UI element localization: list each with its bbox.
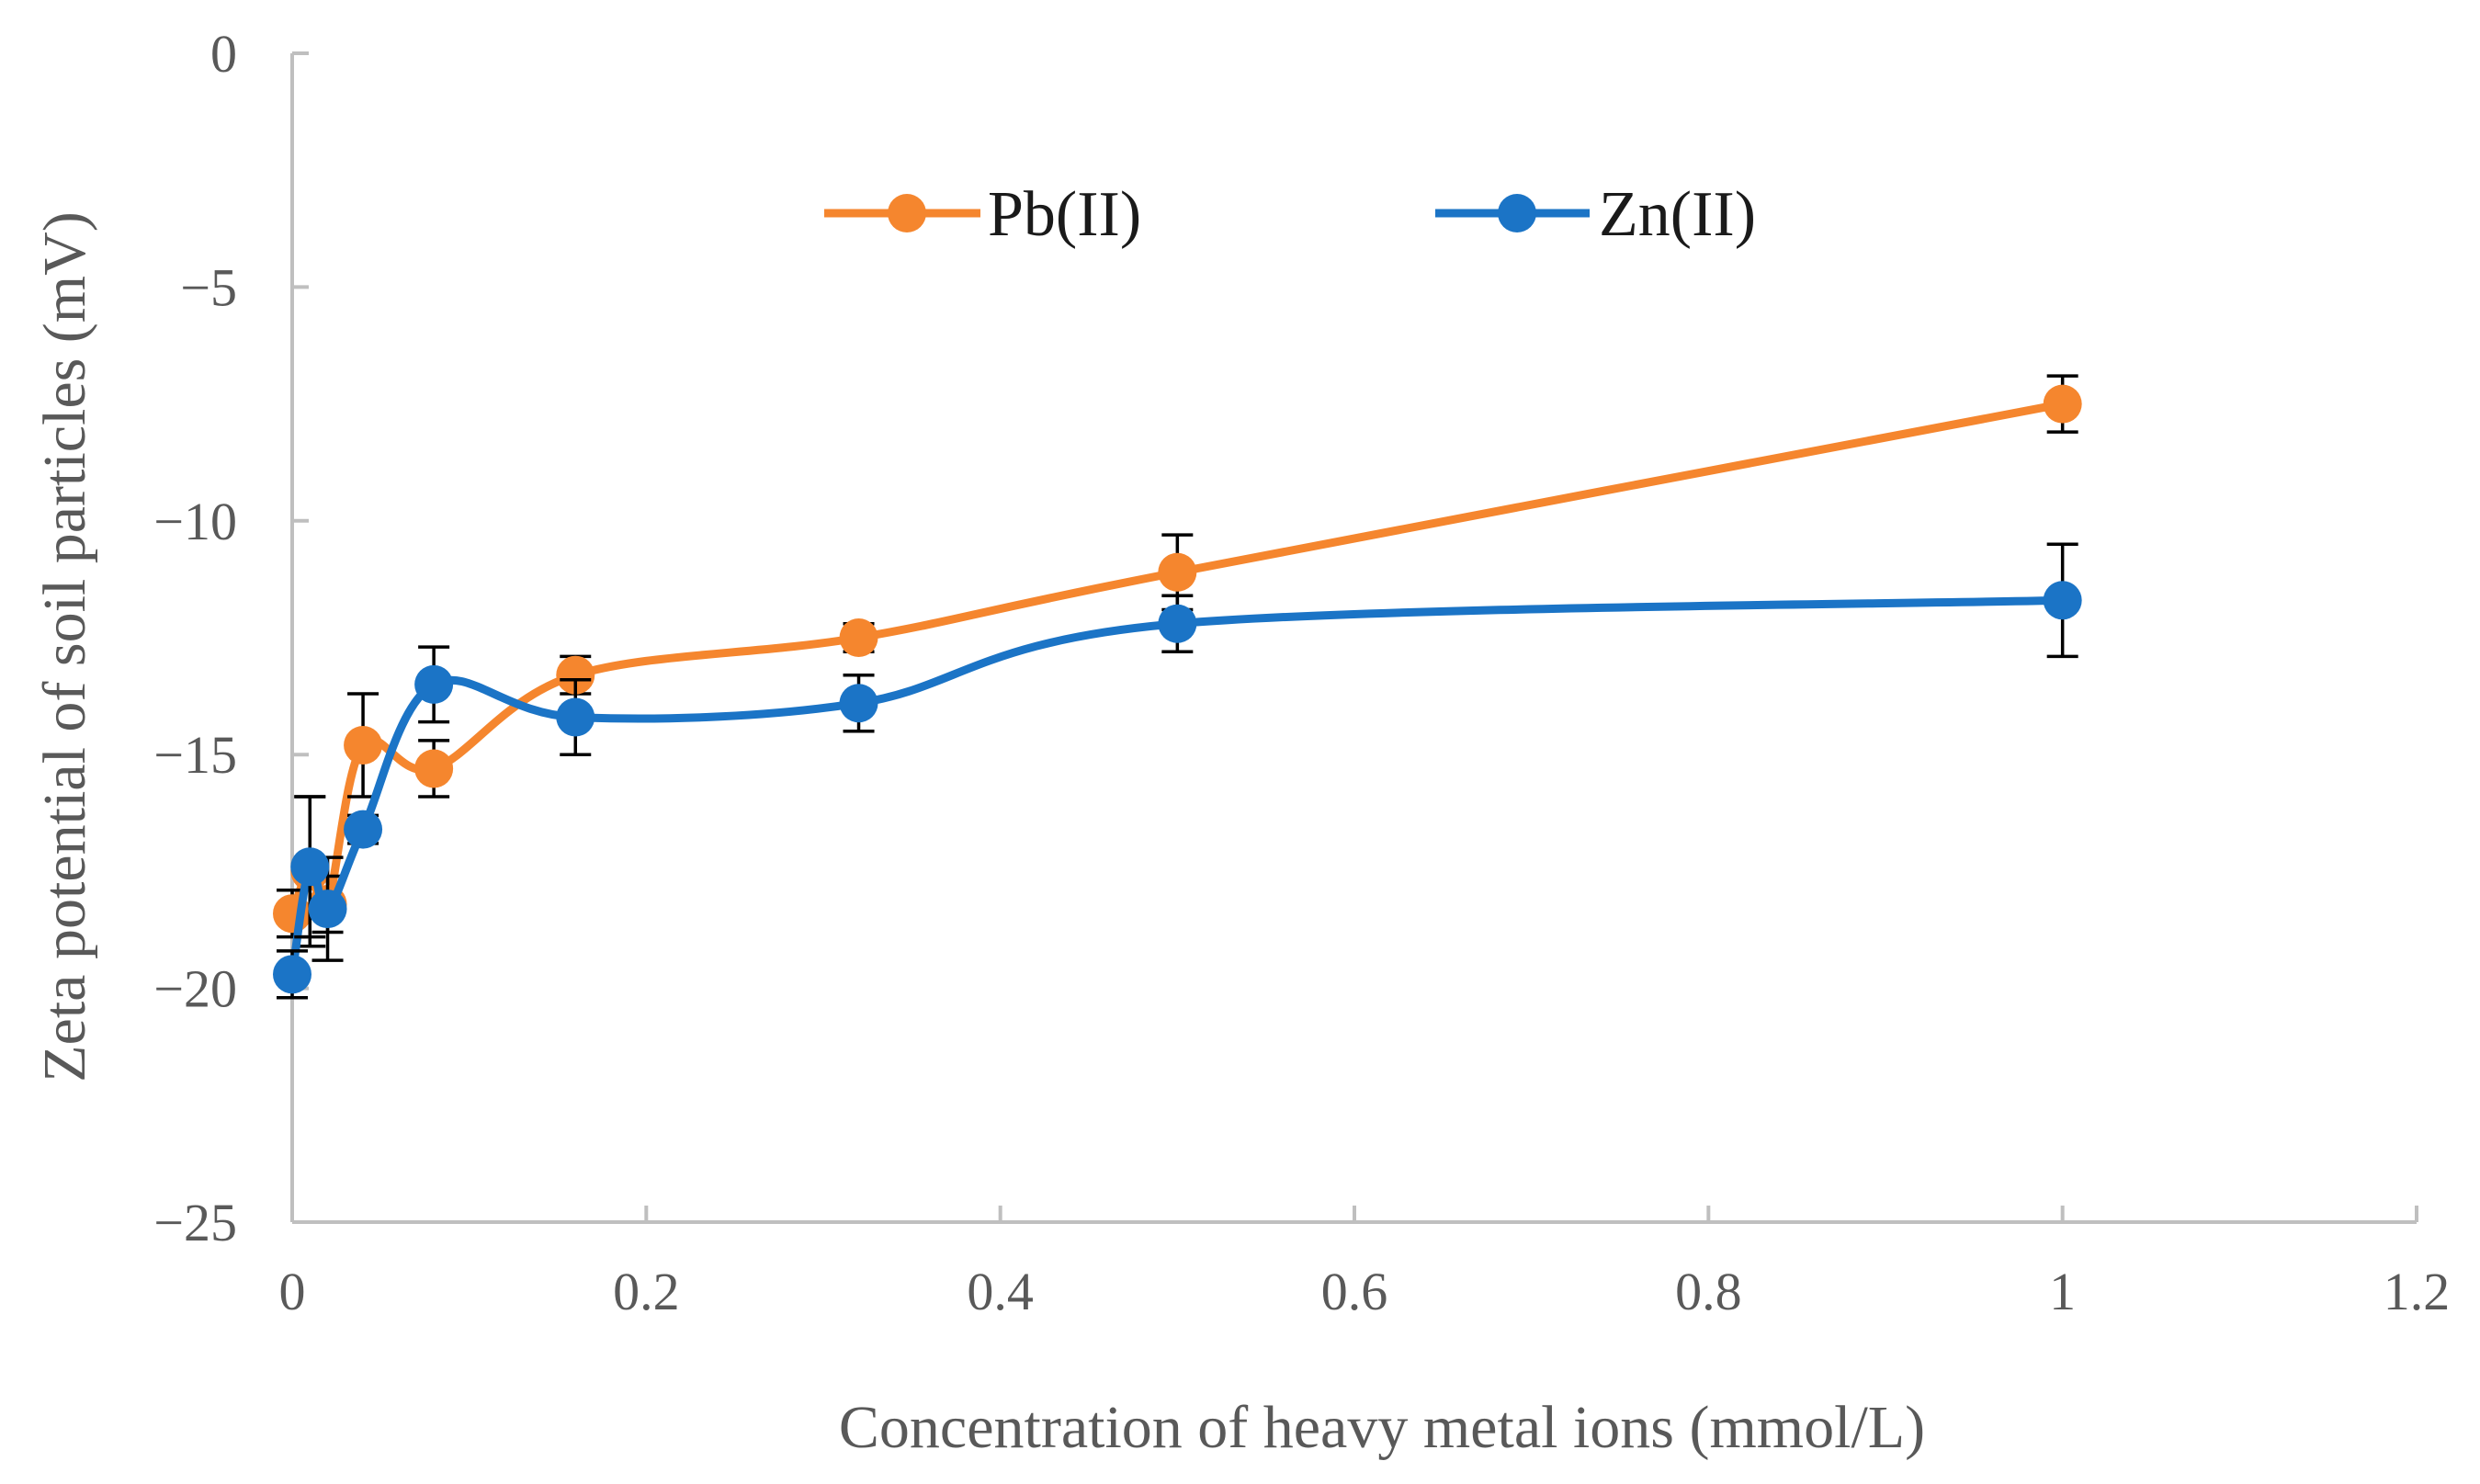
series-line-pb (288, 400, 2067, 918)
x-tick-label: 0.2 (613, 1262, 680, 1321)
data-point-pb (839, 618, 878, 657)
y-tick-label: −5 (180, 257, 237, 317)
data-point-pb (2043, 384, 2082, 424)
x-tick-label: 0.6 (1321, 1262, 1388, 1321)
data-point-zn (839, 684, 878, 723)
series-layer (273, 374, 2082, 1000)
legend: Pb(II) Zn(II) (824, 179, 1756, 250)
data-point-zn (290, 847, 330, 887)
legend-item-zn: Zn(II) (1435, 179, 1756, 250)
x-axis-title: Concentration of heavy metal ions (mmol/… (839, 1394, 1925, 1461)
data-point-pb (1158, 552, 1197, 592)
data-point-zn (2043, 581, 2082, 620)
y-tick-label: −15 (153, 725, 237, 785)
data-point-zn (308, 889, 347, 929)
legend-marker-zn (1498, 194, 1536, 232)
series-line-zn (288, 595, 2067, 979)
legend-label-zn: Zn(II) (1599, 179, 1756, 250)
x-tick-label: 0 (279, 1262, 306, 1321)
y-ticks: 0 −5 −10 −15 −20 −25 (153, 24, 309, 1252)
y-tick-label: −20 (153, 959, 237, 1019)
x-tick-label: 0.8 (1675, 1262, 1742, 1321)
series-pb (273, 374, 2082, 948)
data-point-pb (414, 749, 454, 788)
x-tick-label: 1.2 (2384, 1262, 2451, 1321)
y-tick-label: −10 (153, 492, 237, 551)
legend-label-pb: Pb(II) (988, 179, 1141, 250)
legend-marker-pb (888, 194, 926, 232)
axes (290, 53, 2417, 1224)
y-tick-label: 0 (210, 24, 237, 84)
data-point-zn (414, 664, 454, 704)
x-tick-label: 1 (2049, 1262, 2076, 1321)
data-point-pb (556, 655, 595, 695)
data-point-pb (344, 726, 383, 765)
data-point-zn (1158, 604, 1197, 643)
data-point-zn (344, 810, 383, 849)
x-tick-label: 0.4 (967, 1262, 1034, 1321)
series-zn (273, 542, 2082, 1000)
data-point-zn (556, 697, 595, 737)
y-tick-label: −25 (153, 1193, 237, 1252)
y-axis-title: Zeta potential of soil particles (mV) (31, 211, 98, 1082)
legend-item-pb: Pb(II) (824, 179, 1141, 250)
data-point-zn (273, 955, 311, 994)
x-ticks: 0 0.2 0.4 0.6 0.8 1 1.2 (279, 1206, 2451, 1321)
